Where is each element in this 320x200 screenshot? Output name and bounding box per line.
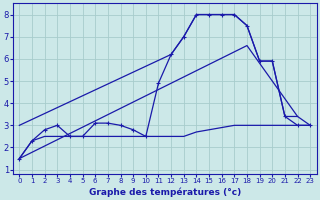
X-axis label: Graphe des températures (°c): Graphe des températures (°c) <box>89 187 241 197</box>
